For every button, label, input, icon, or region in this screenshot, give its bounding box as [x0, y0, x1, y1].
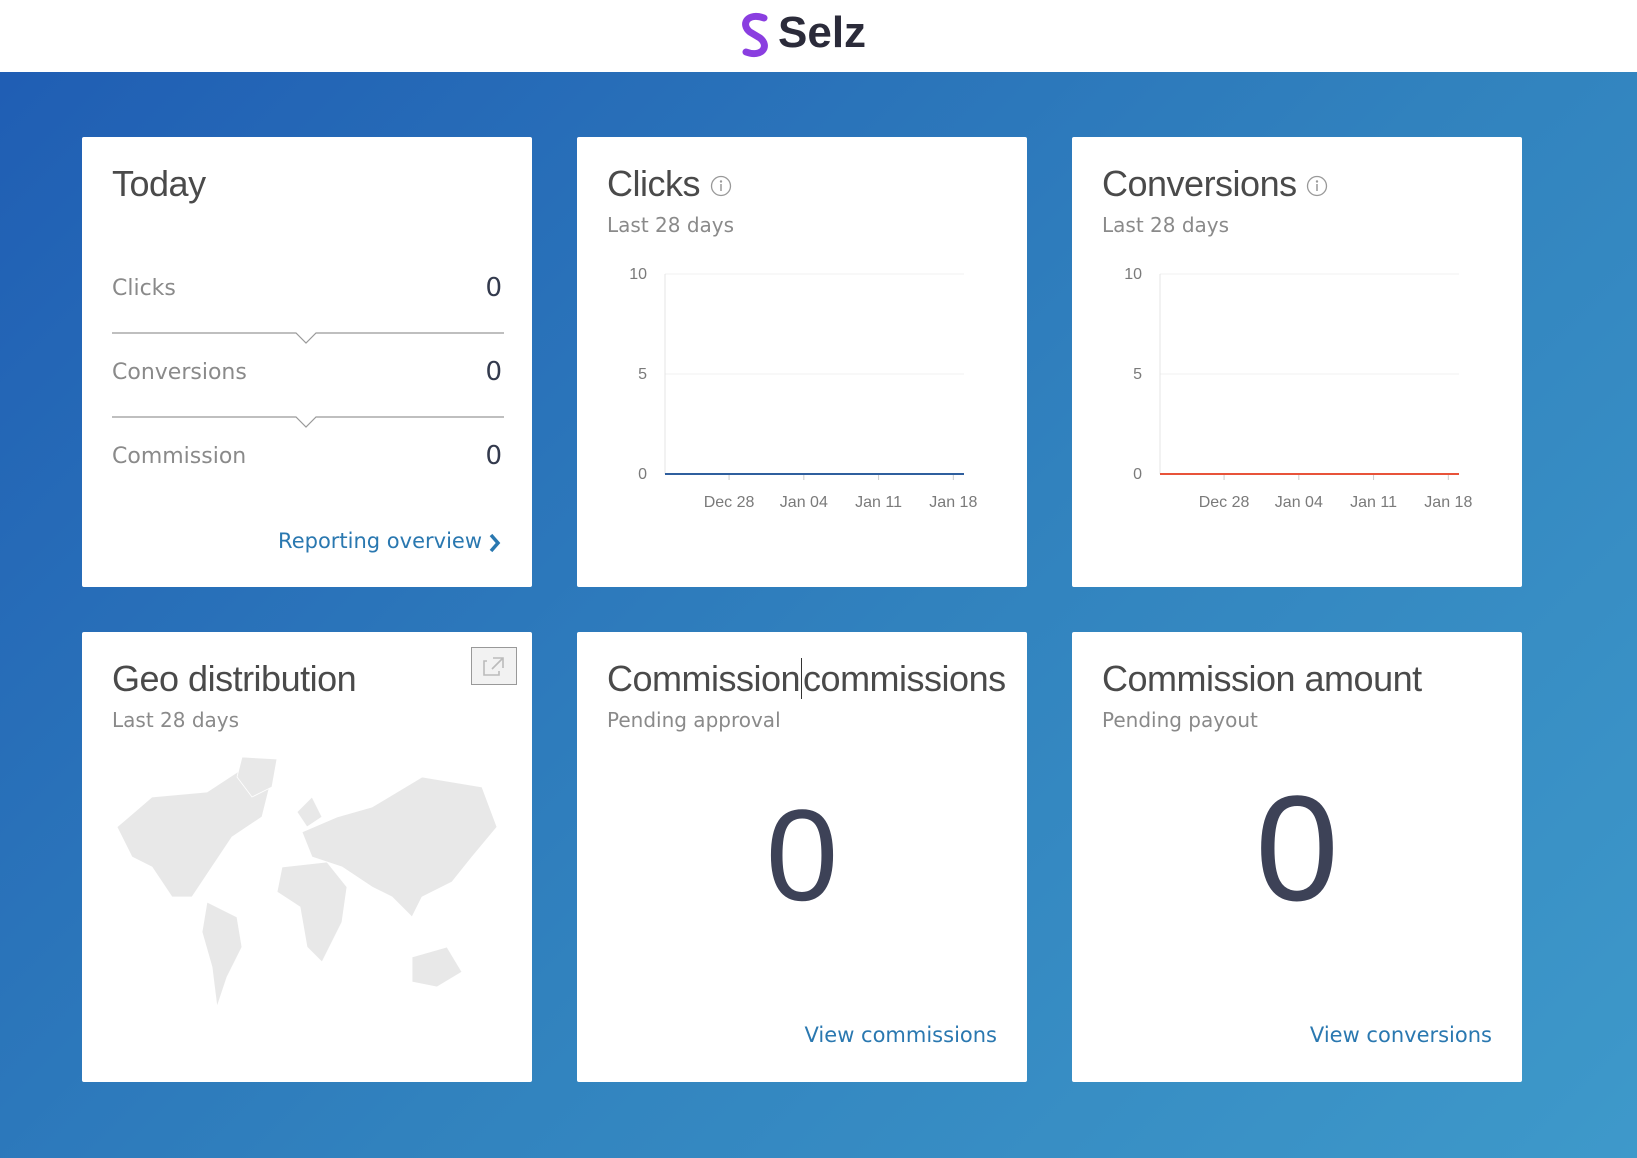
card-title: Clicks: [607, 163, 732, 205]
row-label: Conversions: [112, 360, 247, 385]
card-subtitle: Last 28 days: [607, 213, 735, 237]
y-tick-label: 0: [1133, 466, 1142, 483]
top-bar: Selz: [0, 0, 1637, 72]
title-text: Clicks: [607, 163, 701, 204]
x-tick-label: Jan 04: [1275, 494, 1323, 511]
line-chart: 0 5 10 Dec 28 Jan 04 Jan 11 Jan 18: [629, 266, 977, 511]
chevron: [489, 533, 501, 553]
export-button[interactable]: [471, 647, 517, 685]
conversions-card: Conversions Last 28 days 0 5 10 Dec 28 Jan 0…: [1072, 137, 1522, 587]
y-tick-label: 10: [629, 266, 647, 283]
brand: Selz: [778, 8, 867, 57]
y-tick-label: 5: [1133, 366, 1142, 383]
x-tick-label: Jan 18: [1424, 494, 1472, 511]
title-text: Conversions: [1102, 163, 1297, 204]
row-value: 0: [485, 357, 502, 387]
view-commissions-link[interactable]: View commissions: [804, 1023, 997, 1047]
info-icon[interactable]: [710, 175, 732, 197]
commissions-card: Commissioncommissions Pending approval 0…: [577, 632, 1027, 1082]
big-value: 0: [765, 782, 839, 928]
card-title: Conversions: [1102, 163, 1328, 205]
x-tick-label: Jan 04: [780, 494, 828, 511]
today-card: Today Clicks 0 Conversions 0 Commission …: [82, 137, 532, 587]
x-tick-label: Dec 28: [704, 494, 755, 511]
card-subtitle: Pending approval: [607, 708, 781, 732]
card-subtitle: Last 28 days: [112, 708, 240, 732]
info-icon[interactable]: [1306, 175, 1328, 197]
view-conversions-link[interactable]: View conversions: [1309, 1023, 1492, 1047]
x-tick-label: Dec 28: [1199, 494, 1250, 511]
x-tick-label: Jan 18: [929, 494, 977, 511]
amount-card: Commission amount Pending payout 0 View …: [1072, 632, 1522, 1082]
world-map: [116, 757, 498, 1008]
title-text: Commission: [607, 658, 801, 699]
row-value: 0: [485, 441, 502, 471]
y-tick-label: 10: [1124, 266, 1142, 283]
dividers: [112, 332, 504, 428]
y-tick-label: 5: [638, 366, 647, 383]
row-value: 0: [485, 273, 502, 303]
card-subtitle: Last 28 days: [1102, 213, 1230, 237]
big-value: 0: [1255, 764, 1339, 932]
row-label: Commission: [112, 444, 247, 469]
card-title: Today: [112, 163, 206, 204]
text-cursor: [801, 658, 803, 699]
clicks-card: Clicks Last 28 days 0 5 10 Dec 28 Jan 04 Jan …: [577, 137, 1027, 587]
card-subtitle: Pending payout: [1102, 708, 1258, 732]
x-tick-label: Jan 11: [855, 494, 902, 511]
row-label: Clicks: [112, 276, 176, 301]
card-title: Commission amount: [1102, 658, 1422, 699]
card-title: Geo distribution: [112, 658, 357, 699]
x-tick-label: Jan 11: [1350, 494, 1397, 511]
line-chart: 0 5 10 Dec 28 Jan 04 Jan 11 Jan 18: [1124, 266, 1472, 511]
logo: [742, 13, 768, 57]
geo-card: Geo distribution Last 28 days: [82, 632, 532, 1082]
y-tick-label: 0: [638, 466, 647, 483]
title-text: commissions: [803, 658, 1006, 699]
reporting-link[interactable]: Reporting overview: [278, 529, 482, 553]
card-title: Commissioncommissions: [607, 658, 1006, 700]
